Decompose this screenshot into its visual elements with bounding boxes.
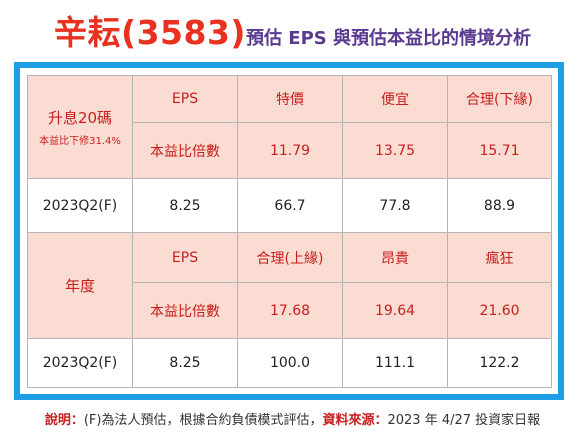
section1-pe-label: 本益比倍數	[132, 122, 238, 179]
section1-header-eps: EPS	[132, 75, 238, 123]
table-row: 年度 EPS 合理(上緣) 昂貴 瘋狂	[27, 232, 552, 339]
section1-pe-value: 11.79	[237, 122, 343, 179]
section2-data-value: 122.2	[447, 338, 552, 388]
valuation-table: 升息20碼 本益比下修31.4% EPS 特價 便宜 合理(下緣) 本益比倍數 …	[27, 75, 552, 388]
section1-data-value: 77.8	[342, 178, 448, 233]
footer-note-label: 說明：	[44, 413, 84, 428]
section1-header-fair-low: 合理(下緣)	[447, 75, 552, 123]
footer-note: 說明：(F)為法人預估，根據合約負債模式評估，資料來源：2023 年 4/27 …	[0, 409, 585, 428]
section2-title-cell: 年度	[27, 232, 133, 339]
table-row: 本益比倍數 11.79 13.75 15.71	[28, 122, 552, 179]
title-main: 辛耘(3583)	[54, 13, 247, 52]
section2-pe-value: 19.64	[342, 282, 448, 339]
table-frame: 升息20碼 本益比下修31.4% EPS 特價 便宜 合理(下緣) 本益比倍數 …	[14, 62, 564, 400]
footer-source-text: 2023 年 4/27 投資家日報	[387, 413, 541, 428]
title-sub: 預估 EPS 與預估本益比的情境分析	[246, 28, 531, 49]
section2-pe-value: 21.60	[447, 282, 552, 339]
footer-source-label: 資料來源：	[322, 413, 388, 428]
table-row: 本益比倍數 17.68 19.64 21.60	[28, 282, 552, 339]
section2-header-fair-high: 合理(上緣)	[237, 232, 343, 283]
section2-title: 年度	[64, 277, 95, 295]
section2-data-label: 2023Q2(F)	[27, 338, 133, 388]
section2-data-value: 8.25	[132, 338, 238, 388]
section1-header-cheap: 便宜	[342, 75, 448, 123]
section1-header-special: 特價	[237, 75, 343, 123]
section1-data-value: 8.25	[132, 178, 238, 233]
section1-title: 升息20碼	[47, 109, 113, 127]
table-row: 2023Q2(F) 8.25 100.0 111.1 122.2	[27, 338, 552, 388]
section1-data-label: 2023Q2(F)	[27, 178, 133, 233]
section1-pe-value: 15.71	[447, 122, 552, 179]
section1-note: 本益比下修31.4%	[39, 136, 121, 147]
section1-pe-value: 13.75	[342, 122, 448, 179]
table-inner: 升息20碼 本益比下修31.4% EPS 特價 便宜 合理(下緣) 本益比倍數 …	[20, 68, 558, 394]
section1-data-value: 88.9	[447, 178, 552, 233]
section1-data-value: 66.7	[237, 178, 343, 233]
table-row: 2023Q2(F) 8.25 66.7 77.8 88.9	[27, 178, 552, 233]
section2-data-value: 111.1	[342, 338, 448, 388]
section2-pe-value: 17.68	[237, 282, 343, 339]
section2-header-eps: EPS	[132, 232, 238, 283]
section2-header-expensive: 昂貴	[342, 232, 448, 283]
section2-header-crazy: 瘋狂	[447, 232, 552, 283]
section2-data-value: 100.0	[237, 338, 343, 388]
footer-note-text: (F)為法人預估，根據合約負債模式評估，	[83, 413, 323, 428]
section1-title-cell: 升息20碼 本益比下修31.4%	[27, 75, 133, 179]
page-title: 辛耘(3583)預估 EPS 與預估本益比的情境分析	[0, 6, 585, 54]
table-row: 升息20碼 本益比下修31.4% EPS 特價 便宜 合理(下緣)	[27, 75, 552, 179]
section2-pe-label: 本益比倍數	[132, 282, 238, 339]
